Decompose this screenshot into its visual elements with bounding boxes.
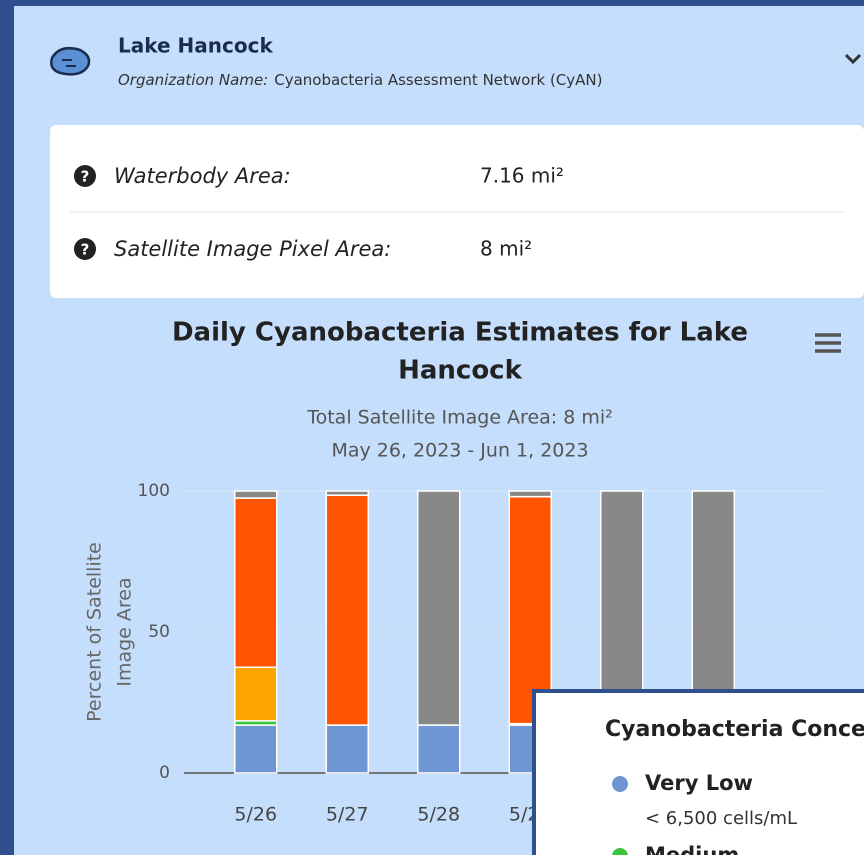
chart-subtitle: May 26, 2023 - Jun 1, 2023 [331, 440, 588, 462]
y-tick-label: 0 [159, 763, 170, 783]
info-label: Satellite Image Pixel Area: [114, 237, 391, 261]
legend-popup: Cyanobacteria Concentration Very Low < 6… [532, 689, 864, 855]
legend-range: < 6,500 cells/mL [645, 808, 797, 829]
popup-box [532, 689, 864, 855]
x-tick-label: 5/26 [234, 804, 277, 826]
org-value: Cyanobacteria Assessment Network (CyAN) [274, 71, 602, 89]
menu-icon[interactable] [815, 333, 841, 353]
help-icon[interactable]: ? [74, 165, 96, 187]
x-tick-label: 5/27 [326, 804, 369, 826]
y-axis-label: Image Area [114, 577, 136, 686]
legend-dot [612, 776, 628, 792]
lake-icon [50, 47, 91, 76]
popup-title: Cyanobacteria Concentration [605, 717, 864, 742]
bar-segment [234, 490, 278, 499]
bar-segment [417, 490, 461, 726]
bar-segment [600, 490, 644, 726]
bar-segment [234, 666, 278, 722]
svg-text:?: ? [81, 168, 90, 186]
bar-segment [508, 490, 552, 498]
bar-segment [417, 724, 461, 774]
bar-segment [325, 724, 369, 774]
org-label: Organization Name: [118, 71, 268, 89]
lake-title: Lake Hancock [118, 34, 273, 58]
bar-segment [234, 497, 278, 668]
y-tick-label: 50 [148, 622, 170, 642]
info-label: Waterbody Area: [114, 164, 291, 188]
chart-title: Daily Cyanobacteria Estimates for Lake [172, 318, 748, 348]
chart-subtitle: Total Satellite Image Area: 8 mi² [306, 407, 613, 429]
info-value: 8 mi² [480, 237, 532, 261]
legend-dot [612, 848, 628, 855]
chevron[interactable] [844, 53, 862, 65]
chart-title: Hancock [398, 356, 523, 386]
y-tick-label: 100 [138, 481, 170, 501]
help-icon[interactable]: ? [74, 238, 96, 260]
bar-segment [691, 490, 735, 726]
bar-segment [325, 494, 369, 726]
org-line: Organization Name: Cyanobacteria Assessme… [118, 71, 603, 89]
y-axis-label: Percent of Satellite [84, 542, 106, 722]
bar-segment [325, 490, 369, 496]
legend-label: Medium [645, 843, 739, 855]
svg-text:?: ? [81, 241, 90, 259]
info-value: 7.16 mi² [480, 164, 564, 188]
bar-segment [234, 724, 278, 774]
legend-label: Very Low [645, 771, 753, 795]
x-tick-label: 5/28 [417, 804, 460, 826]
